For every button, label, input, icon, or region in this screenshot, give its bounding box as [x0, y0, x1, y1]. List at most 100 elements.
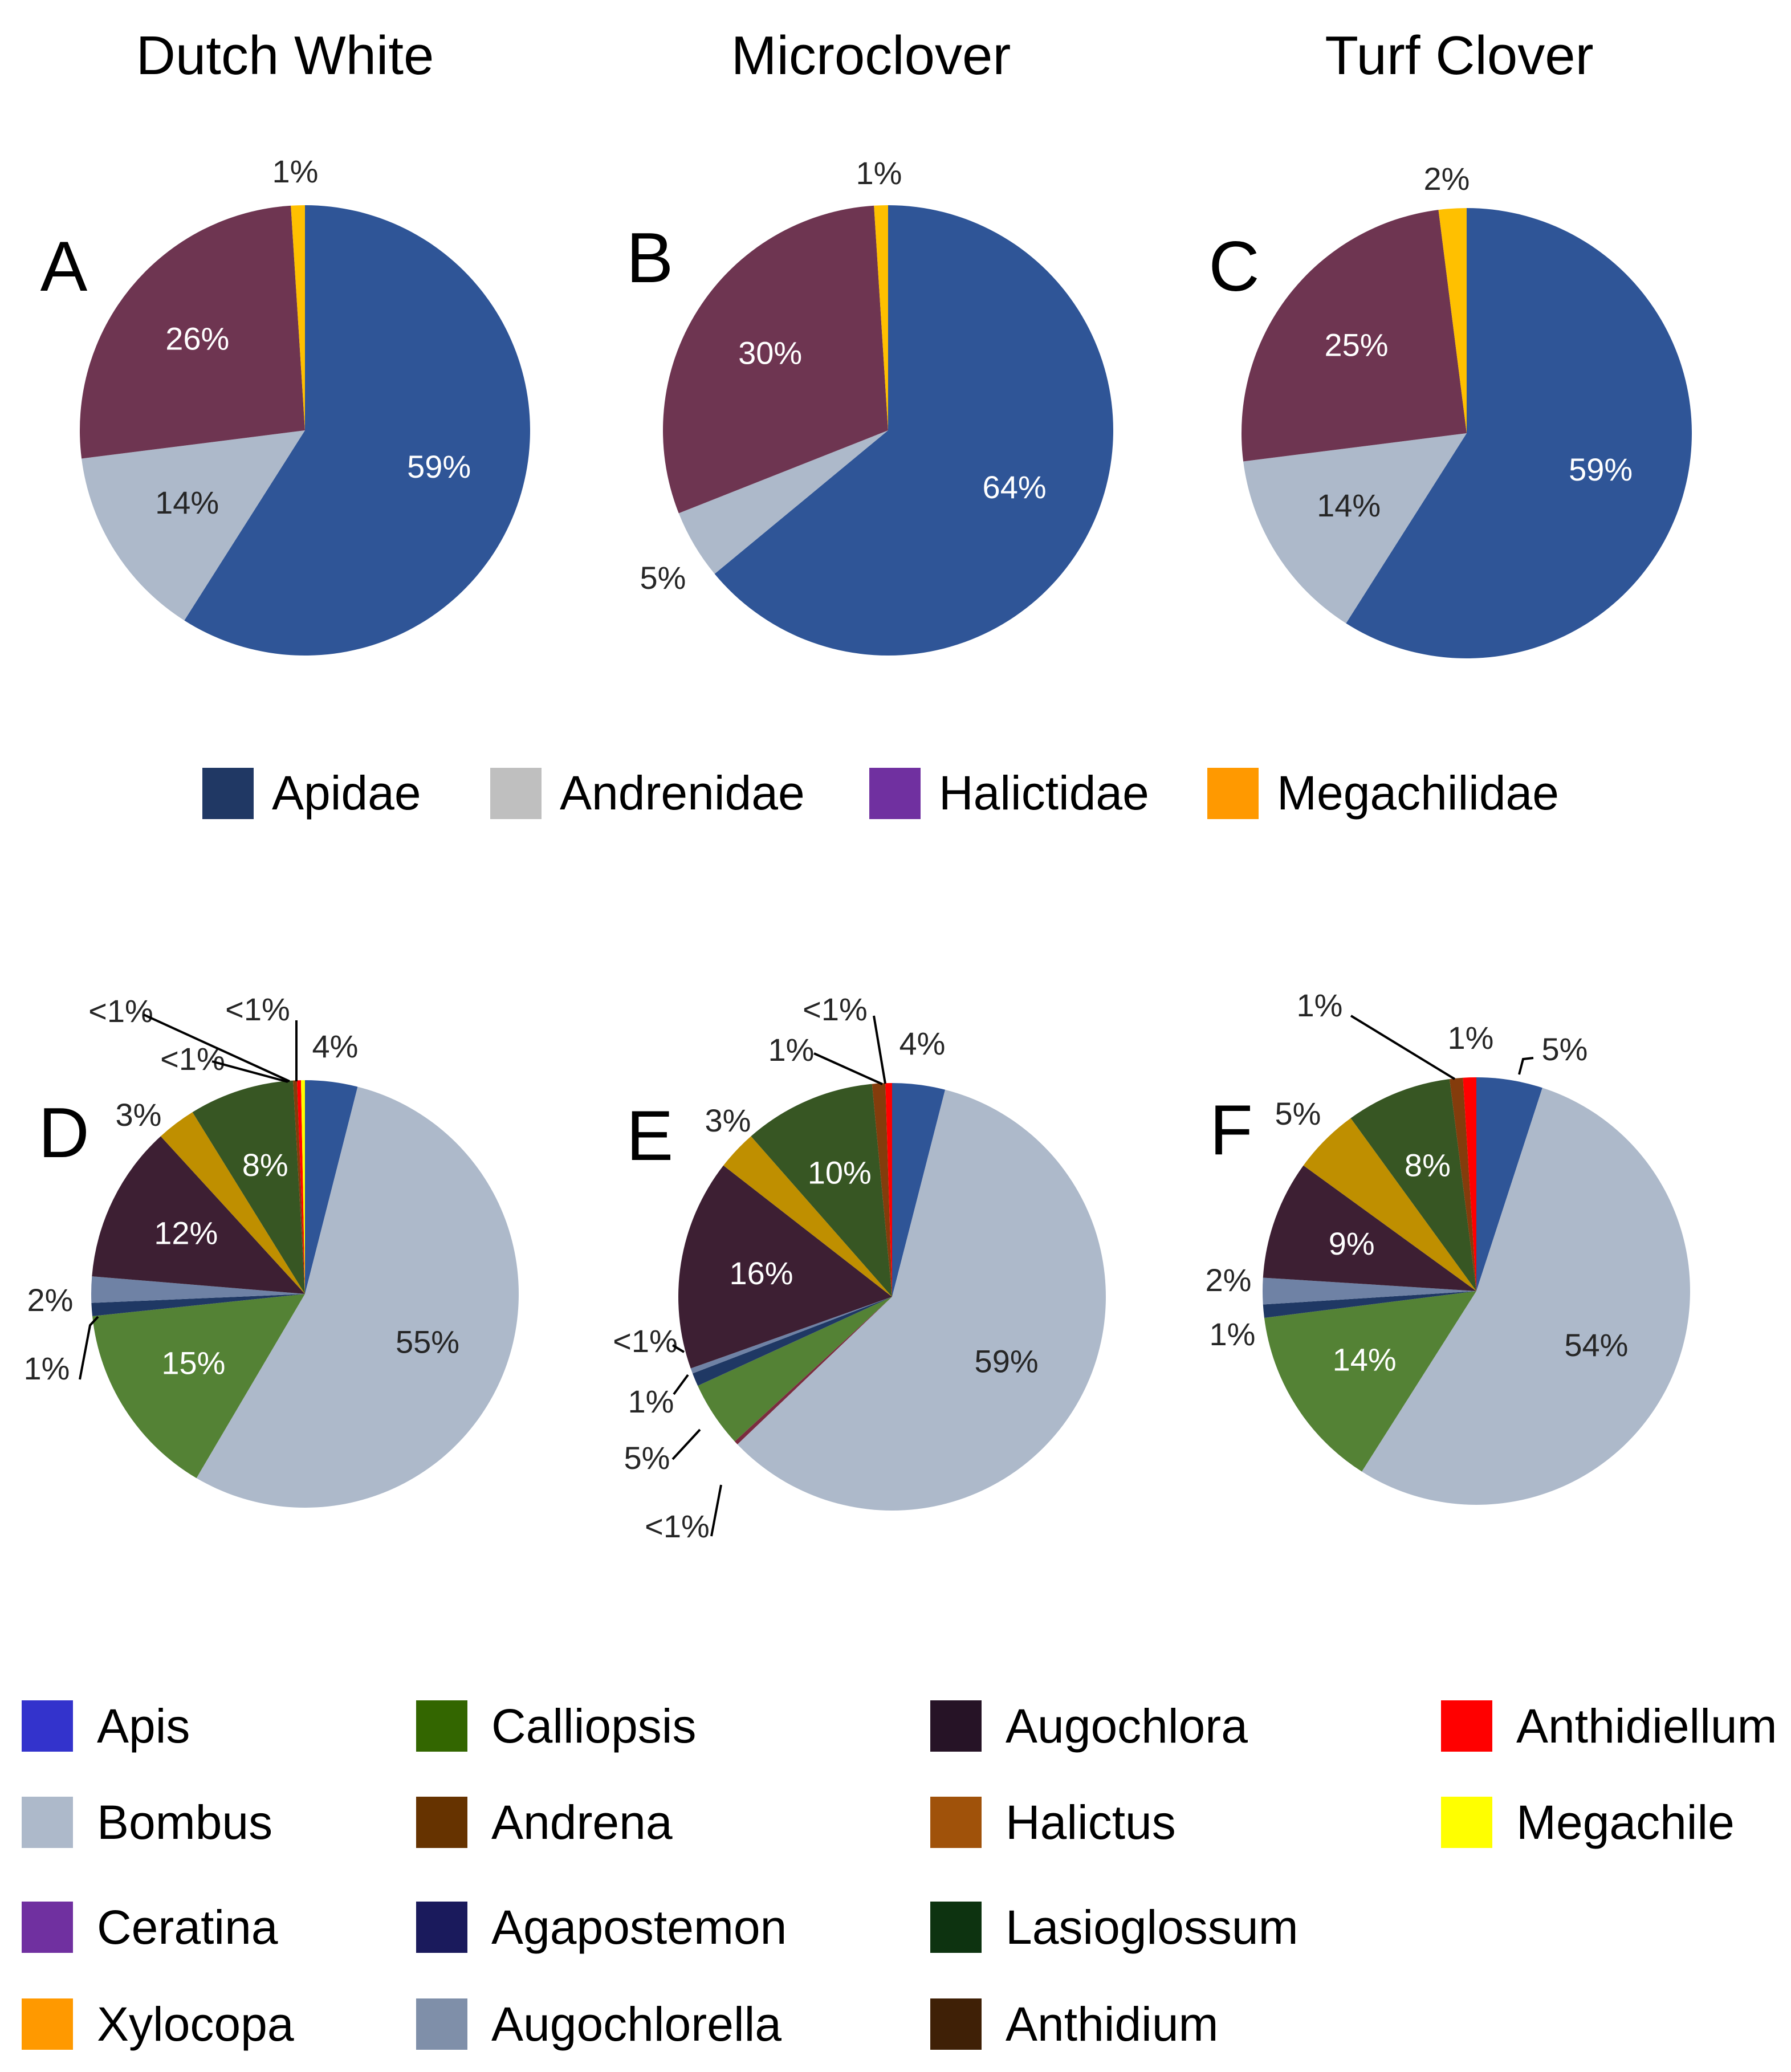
legend-item-lasioglossum: Lasioglossum — [930, 1900, 1299, 1954]
legend-label: Ceratina — [97, 1900, 278, 1954]
legend-swatch — [22, 1902, 73, 1953]
column-title-turf-clover: Turf Clover — [1325, 25, 1593, 86]
legend-item-anthidiellum: Anthidiellum — [1441, 1699, 1777, 1753]
leader-line-calliopsis — [671, 1428, 701, 1460]
panel-letter-f: F — [1210, 1091, 1253, 1170]
genus-legend: Apis Bombus Ceratina Xylocopa Calliopsis Andr… — [22, 1699, 1777, 2051]
legend-item-calliopsis: Calliopsis — [416, 1699, 696, 1753]
leader-line-agapostemon — [79, 1316, 99, 1380]
leader-line-anthidium — [813, 1052, 883, 1085]
slice-megachile — [300, 1080, 305, 1294]
legend-label: Apis — [97, 1699, 190, 1753]
slice-apidae — [1346, 208, 1692, 658]
slice-label-augochlorella: 2% — [27, 1282, 74, 1318]
slice-label-augochlorella: <1% — [613, 1323, 678, 1359]
slice-label-anthidiellum: <1% — [88, 993, 153, 1029]
legend-swatch — [416, 1902, 467, 1953]
leader-line-anthidiellum — [873, 1015, 886, 1084]
slice-label-anthidium: <1% — [160, 1041, 225, 1077]
slice-label-apidae: 64% — [983, 469, 1047, 505]
slice-label-bombus: 59% — [975, 1343, 1039, 1379]
legend-label: Halictus — [1006, 1796, 1176, 1849]
slice-label-andrenidae: 14% — [1317, 487, 1381, 523]
slice-label-apis: 5% — [1542, 1031, 1588, 1067]
slice-lasioglossum — [192, 1080, 305, 1294]
slice-label-anthidium: 1% — [1297, 987, 1343, 1023]
legend-item-ceratina: Ceratina — [22, 1900, 278, 1954]
slice-label-calliopsis: 14% — [1333, 1341, 1397, 1377]
legend-swatch — [930, 1902, 982, 1953]
legend-item-apis: Apis — [22, 1699, 190, 1753]
legend-item-megachilidae: Megachilidae — [1207, 766, 1559, 820]
slice-halictidae — [663, 205, 888, 514]
slice-label-megachile: <1% — [225, 991, 290, 1027]
slice-label-augochlora: 16% — [729, 1255, 793, 1291]
pie-chart-c: CTurf Clover59%14%25%2% — [1208, 161, 1692, 658]
slice-label-halictus: 5% — [1275, 1096, 1321, 1131]
slice-andrenidae — [1243, 433, 1467, 624]
legend-swatch — [416, 1998, 467, 2050]
legend-label: Augochlora — [1006, 1699, 1248, 1753]
slice-label-augochlora: 12% — [154, 1215, 218, 1251]
slice-apis — [305, 1080, 358, 1294]
slice-label-megachilidae: 1% — [856, 155, 902, 191]
legend-swatch — [930, 1700, 982, 1752]
slice-augochlora — [92, 1136, 305, 1294]
pie-chart-e: EMicroclover4%59%<1%5%1%<1%16%3%10%1%<1% — [613, 991, 1106, 1544]
legend-label: Calliopsis — [491, 1699, 696, 1753]
pie-charts: ADutch White59%14%26%1%BMicroclover64%5%… — [24, 153, 1692, 1544]
slice-label-anthidium: 1% — [768, 1032, 815, 1068]
slice-anthidium — [1450, 1077, 1476, 1291]
legend-label: Megachilidae — [1277, 766, 1559, 820]
slice-bombus — [196, 1086, 519, 1508]
legend-label: Andrena — [491, 1796, 673, 1849]
legend-label: Anthidiellum — [1516, 1699, 1777, 1753]
legend-label: Megachile — [1516, 1796, 1735, 1849]
slice-anthidium — [292, 1080, 305, 1294]
slice-label-halictidae: 26% — [165, 321, 229, 357]
legend-swatch — [22, 1700, 73, 1752]
legend-swatch — [1207, 768, 1259, 819]
legend-swatch — [1441, 1797, 1492, 1848]
slice-anthidiellum — [296, 1080, 305, 1294]
slice-calliopsis — [1264, 1291, 1476, 1472]
slice-anthidiellum — [885, 1083, 892, 1297]
legend-label: Lasioglossum — [1006, 1900, 1299, 1954]
slice-label-apis: 4% — [312, 1028, 359, 1064]
slice-andrenidae — [678, 430, 888, 574]
slice-label-calliopsis: 5% — [624, 1440, 670, 1476]
legend-swatch — [869, 768, 921, 819]
legend-label: Xylocopa — [97, 1997, 294, 2051]
slice-label-agapostemon: 1% — [1210, 1316, 1256, 1352]
slice-augochlorella — [1262, 1277, 1476, 1305]
slice-label-anthidiellum: 1% — [1448, 1020, 1494, 1056]
column-title-dutch-white: Dutch White — [136, 25, 434, 86]
slice-halictus — [723, 1136, 892, 1297]
slice-label-halictus: 3% — [116, 1097, 162, 1133]
slice-andrena — [734, 1297, 892, 1444]
legend-item-halictidae: Halictidae — [869, 766, 1149, 820]
slice-anthidiellum — [1463, 1077, 1476, 1291]
slice-label-andrenidae: 14% — [155, 485, 219, 520]
slice-agapostemon — [91, 1294, 305, 1317]
panel-letter-e: E — [626, 1097, 674, 1175]
slice-label-halictus: 3% — [705, 1102, 751, 1138]
leader-line-extra-0 — [1518, 1057, 1534, 1075]
slice-calliopsis — [92, 1294, 306, 1479]
slice-label-halictidae: 30% — [738, 335, 802, 371]
slice-label-apis: 4% — [899, 1025, 946, 1061]
legend-item-augochlorella: Augochlorella — [416, 1997, 781, 2051]
slice-apis — [892, 1083, 946, 1297]
legend-swatch — [1441, 1700, 1492, 1752]
slice-megachilidae — [874, 205, 888, 430]
legend-label: Bombus — [97, 1796, 272, 1849]
slice-agapostemon — [1263, 1291, 1476, 1318]
legend-item-agapostemon: Agapostemon — [416, 1900, 787, 1954]
panel-letter-c: C — [1208, 227, 1260, 306]
legend-item-andrena: Andrena — [416, 1796, 673, 1849]
slice-halictidae — [1241, 210, 1467, 462]
slice-label-augochlora: 9% — [1329, 1226, 1375, 1261]
legend-swatch — [22, 1998, 73, 2050]
legend-item-bombus: Bombus — [22, 1796, 272, 1849]
